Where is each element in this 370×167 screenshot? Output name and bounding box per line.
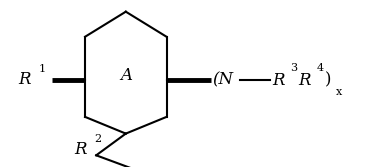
Text: 4: 4 xyxy=(316,63,323,73)
Text: R: R xyxy=(272,72,285,89)
Text: (N: (N xyxy=(213,72,234,89)
Text: R: R xyxy=(74,141,87,158)
Text: 2: 2 xyxy=(94,134,101,144)
Text: 3: 3 xyxy=(290,63,297,73)
Text: A: A xyxy=(120,67,132,84)
Text: R: R xyxy=(299,72,311,89)
Text: R: R xyxy=(18,71,31,88)
Text: 1: 1 xyxy=(39,64,46,74)
Text: ): ) xyxy=(325,72,332,89)
Text: x: x xyxy=(336,87,342,97)
